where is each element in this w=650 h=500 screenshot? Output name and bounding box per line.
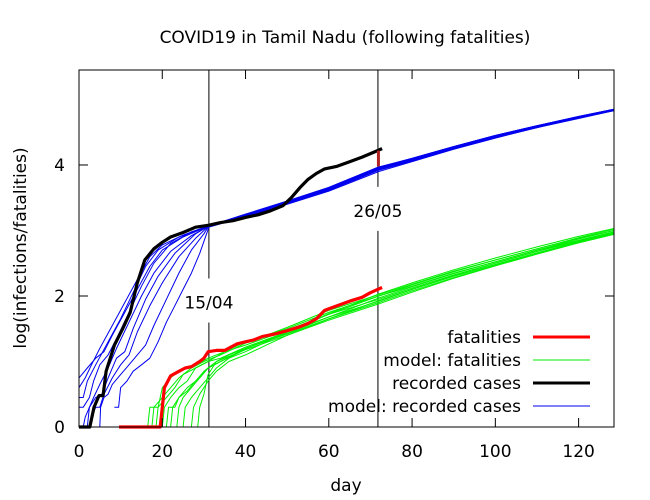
legend-item-fatalities: fatalities xyxy=(447,328,590,348)
y-tick-label: 4 xyxy=(54,156,65,176)
y-tick-label: 0 xyxy=(54,418,65,438)
series-line-model-recorded-cases xyxy=(79,109,615,408)
y-axis-label: log(infections/fatalities) xyxy=(11,147,31,348)
series-line-model-fatalities xyxy=(170,233,615,428)
x-axis-label: day xyxy=(330,476,361,496)
annotation-lines xyxy=(208,70,379,427)
legend-item-recorded-cases: recorded cases xyxy=(392,374,590,394)
x-tick-label: 0 xyxy=(74,442,85,462)
series-line-fatalities xyxy=(119,286,383,429)
annotation-label-15-04: 15/04 xyxy=(184,294,233,314)
x-tick-label: 60 xyxy=(318,442,340,462)
plot-frame xyxy=(78,69,615,428)
legend-label-model-fatalities: model: fatalities xyxy=(383,351,521,371)
series-layer xyxy=(78,108,615,429)
legend-item-model-recorded-cases: model: recorded cases xyxy=(328,397,590,417)
legend-label-recorded-cases: recorded cases xyxy=(392,374,521,394)
legend-label-fatalities: fatalities xyxy=(447,328,521,348)
series-line-model-fatalities xyxy=(161,232,615,428)
series-line-recorded-cases xyxy=(79,147,383,429)
x-tick-label: 20 xyxy=(151,442,173,462)
series-line-model-fatalities xyxy=(182,228,615,428)
legend: fatalities model: fatalities recorded ca… xyxy=(328,328,590,417)
chart-title: COVID19 in Tamil Nadu (following fatalit… xyxy=(160,28,531,48)
x-tick-label: 100 xyxy=(479,442,511,462)
x-tick-label: 120 xyxy=(562,442,594,462)
series-line-model-recorded-cases xyxy=(91,109,615,418)
x-tick-label: 40 xyxy=(235,442,257,462)
series-line-model-recorded-cases xyxy=(114,110,615,408)
legend-item-model-fatalities: model: fatalities xyxy=(383,351,590,371)
y-tick-label: 2 xyxy=(54,287,65,307)
legend-label-model-recorded-cases: model: recorded cases xyxy=(328,397,521,417)
annotation-label-26-05: 26/05 xyxy=(353,202,402,222)
axis-ticks: 0 20 40 60 80 100 120 0 2 4 xyxy=(54,70,614,462)
x-tick-label: 80 xyxy=(401,442,423,462)
